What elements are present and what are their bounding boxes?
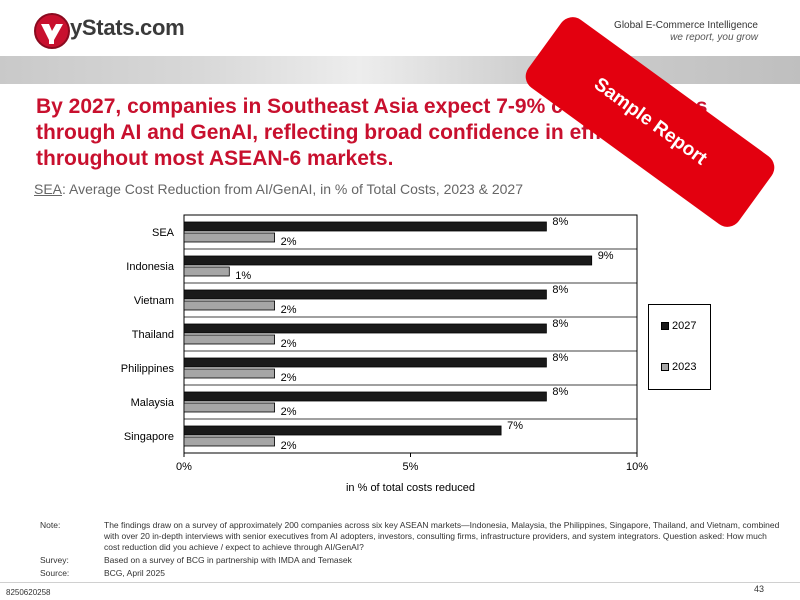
chart-subtitle: SEA: Average Cost Reduction from AI/GenA…	[34, 181, 523, 197]
data-label-2027: 7%	[507, 420, 523, 432]
survey-label: Survey:	[40, 555, 69, 565]
x-tick-label: 5%	[403, 461, 419, 473]
legend-label-2027: 2027	[672, 320, 697, 332]
x-tick-label: 10%	[626, 461, 648, 473]
bar-2027	[183, 255, 593, 266]
document-id: 8250620258	[6, 588, 51, 597]
tagline: Global E-Commerce Intelligence we report…	[614, 20, 758, 44]
category-label: Singapore	[124, 431, 174, 443]
survey-text: Based on a survey of BCG in partnership …	[104, 555, 352, 565]
bar-2023	[183, 232, 275, 243]
category-label: Thailand	[132, 329, 174, 341]
bar-2027	[183, 289, 547, 300]
x-tick-label: 0%	[176, 461, 192, 473]
legend-swatch-2027	[661, 322, 669, 331]
category-label: Vietnam	[134, 295, 174, 307]
data-label-2027: 8%	[552, 318, 568, 330]
bar-2023	[183, 334, 275, 345]
note-text: The findings draw on a survey of approxi…	[104, 520, 780, 552]
survey-row: Survey: Based on a survey of BCG in part…	[40, 555, 780, 566]
bar-2023	[183, 436, 275, 447]
page-number: 43	[753, 584, 764, 594]
plot-frame	[183, 214, 638, 454]
subtitle-text: : Average Cost Reduction from AI/GenAI, …	[62, 181, 523, 197]
category-label: Malaysia	[131, 397, 175, 409]
plot-area: 0% 5% 10% in % of total costs reduced SEA 8% 2…	[121, 214, 648, 494]
bar-chart: 0% 5% 10% in % of total costs reduced SEA 8% 2…	[121, 214, 648, 494]
data-label-2023: 2%	[281, 372, 297, 384]
bar-2023	[183, 300, 275, 311]
footer-divider	[0, 582, 800, 583]
tagline-main: Global E-Commerce Intelligence	[614, 20, 758, 31]
bar-2023	[183, 266, 230, 277]
bar-2027	[183, 221, 547, 232]
data-label-2023: 2%	[281, 236, 297, 248]
bar-2027	[183, 357, 547, 368]
data-label-2027: 8%	[552, 216, 568, 228]
data-label-2027: 8%	[552, 352, 568, 364]
category-label: Indonesia	[126, 261, 175, 273]
subtitle-region: SEA	[34, 181, 63, 197]
ystats-logo-icon	[34, 13, 70, 49]
data-label-2027: 8%	[552, 386, 568, 398]
data-label-2023: 2%	[281, 440, 297, 452]
header-banner	[0, 56, 800, 84]
chart-legend: 2027 2023	[648, 304, 711, 390]
legend-item-2023: 2023	[661, 361, 696, 373]
data-label-2023: 2%	[281, 406, 297, 418]
bar-2023	[183, 368, 275, 379]
data-label-2027: 8%	[552, 284, 568, 296]
data-label-2023: 2%	[281, 304, 297, 316]
note-label: Note:	[40, 520, 61, 530]
legend-swatch-2023	[661, 363, 669, 372]
slide-title: By 2027, companies in Southeast Asia exp…	[36, 95, 728, 170]
bar-2027	[183, 323, 547, 334]
note-row: Note: The findings draw on a survey of a…	[40, 520, 780, 553]
bar-2027	[183, 425, 502, 436]
source-row: Source: BCG, April 2025	[40, 568, 780, 579]
legend-item-2027: 2027	[661, 320, 696, 332]
source-label: Source:	[40, 568, 70, 578]
category-label: SEA	[152, 227, 175, 239]
x-axis-label: in % of total costs reduced	[346, 482, 475, 494]
brand-name: yStats.com	[70, 15, 185, 40]
data-label-2023: 2%	[281, 338, 297, 350]
category-label: Philippines	[121, 363, 175, 375]
notes-section: Note: The findings draw on a survey of a…	[40, 520, 780, 581]
source-text: BCG, April 2025	[104, 568, 165, 578]
tagline-sub: we report, you grow	[670, 32, 758, 43]
legend-label-2023: 2023	[672, 361, 697, 373]
bar-2023	[183, 402, 275, 413]
data-label-2023: 1%	[235, 270, 251, 282]
data-label-2027: 9%	[598, 250, 614, 262]
bar-2027	[183, 391, 547, 402]
